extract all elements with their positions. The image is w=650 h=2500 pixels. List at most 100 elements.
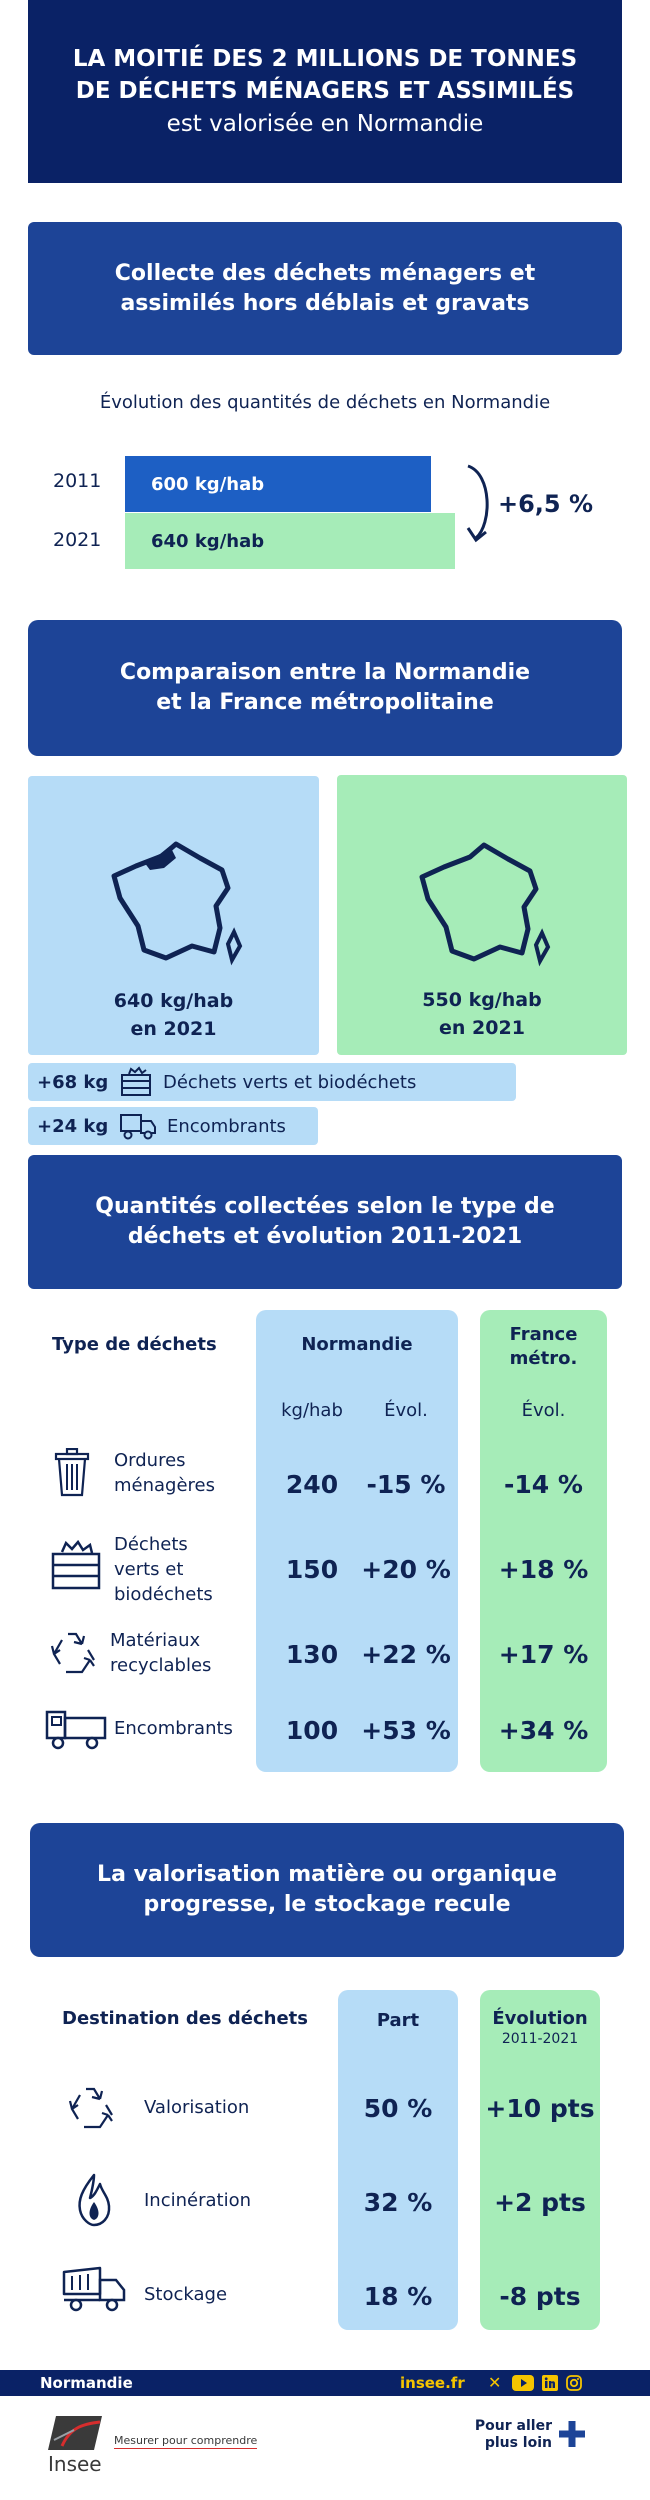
row-evol-ordures: -15 % [366, 1470, 446, 1499]
france-map-icon [419, 842, 551, 967]
diff-row-green-waste: +68 kg Déchets verts et biodéchets [28, 1063, 516, 1101]
title-line-3: est valorisée en Normandie [166, 110, 484, 137]
sub-evol-fr: Évol. [521, 1400, 566, 1421]
france-value-text: 550 kg/hab [422, 989, 542, 1011]
title-line-1: LA MOITIÉ DES 2 MILLIONS DE TONNES [72, 46, 578, 73]
instagram-icon[interactable] [566, 2375, 582, 2391]
dest-part-stockage: 18 % [363, 2282, 433, 2311]
france-column [480, 1310, 607, 1772]
col-dest-header: Destination des déchets [62, 2008, 308, 2029]
dest-part-incineration: 32 % [363, 2188, 433, 2217]
section3-header-line-2: déchets et évolution 2011-2021 [127, 1224, 523, 1249]
col-part-header: Part [376, 2010, 420, 2031]
col-france-header: France métro. [480, 1323, 607, 1372]
diff-label-bulky: Encombrants [167, 1115, 286, 1137]
recycle-icon [68, 2087, 113, 2129]
row-label-ordures-line-2: ménagères [114, 1475, 216, 1497]
section1-subtitle: Évolution des quantités de déchets en No… [99, 392, 551, 413]
row-label-green-waste: Déchets verts et biodéchets [114, 1532, 213, 1608]
dest-part-valorisation: 50 % [363, 2094, 433, 2123]
sub-kghab: kg/hab [281, 1400, 343, 1421]
curved-arrow-icon [466, 464, 489, 543]
trash-can-icon [54, 1448, 90, 1497]
normandie-value: 640 kg/hab en 2021 [28, 988, 319, 1043]
plus-icon[interactable] [558, 2420, 586, 2448]
insee-tagline: Mesurer pour comprendre [114, 2434, 258, 2449]
col-normandie-header: Normandie [301, 1334, 413, 1355]
bar-2011: 600 kg/hab [125, 456, 431, 512]
row-label-recyclables-line-2: recyclables [110, 1655, 212, 1677]
row-evol-fr-green-waste: +18 % [498, 1555, 589, 1584]
bar-2021: 640 kg/hab [125, 513, 455, 569]
section3-header: Quantités collectées selon le type de dé… [28, 1155, 622, 1289]
bar-2021-label: 640 kg/hab [151, 530, 265, 552]
france-card: 550 kg/hab en 2021 [337, 775, 627, 1055]
col-evol-header-sub: 2011-2021 [501, 2031, 579, 2047]
insee-logo-icon [48, 2416, 102, 2450]
row-evol-fr-bulky: +34 % [498, 1716, 589, 1745]
normandie-year-text: en 2021 [130, 1017, 217, 1040]
footer-region: Normandie [40, 2374, 133, 2392]
diff-amount-green-waste: +68 kg [37, 1071, 109, 1093]
section1-header-line-1: Collecte des déchets ménagers et [114, 260, 536, 286]
bar-2011-label: 600 kg/hab [151, 473, 265, 495]
row-label-green-waste-line-3: biodéchets [114, 1584, 213, 1606]
diff-label-green-waste: Déchets verts et biodéchets [163, 1071, 417, 1093]
normandie-card: 640 kg/hab en 2021 [28, 776, 319, 1055]
row-kghab-bulky: 100 [285, 1716, 339, 1745]
row-evol-recyclables: +22 % [361, 1640, 451, 1669]
row-label-green-waste-line-1: Déchets [114, 1534, 188, 1555]
france-value: 550 kg/hab en 2021 [337, 987, 627, 1042]
normandie-value-text: 640 kg/hab [113, 990, 234, 1012]
col-evol-header: Évolution 2011-2021 [480, 2008, 600, 2047]
green-waste-bin-icon [51, 1540, 101, 1590]
evolution-column [480, 1990, 600, 2330]
footer-bar: Normandie insee.fr ✕ [0, 2370, 650, 2396]
section4-header-line-1: La valorisation matière ou organique [97, 1862, 557, 1888]
year-2021: 2021 [53, 529, 102, 551]
row-evol-fr-ordures: -14 % [504, 1470, 583, 1499]
insee-logo-text: Insee [48, 2452, 102, 2476]
recycle-icon [50, 1632, 95, 1674]
col-type-header: Type de déchets [52, 1334, 217, 1355]
section1-header-line-2: assimilés hors déblais et gravats [120, 290, 530, 316]
row-label-bulky-line-1: Encombrants [114, 1718, 233, 1739]
normandie-column [256, 1310, 458, 1772]
section1-header: Collecte des déchets ménagers et assimil… [28, 222, 622, 355]
linkedin-icon[interactable] [542, 2375, 558, 2391]
section4-header-line-2: progresse, le stockage recule [143, 1892, 511, 1917]
section4-header: La valorisation matière ou organique pro… [30, 1823, 624, 1957]
year-2011: 2011 [53, 470, 102, 492]
dump-truck-icon [62, 2266, 126, 2312]
truck-icon [120, 1114, 156, 1140]
dest-label-incineration: Incinération [144, 2190, 252, 2211]
diff-amount-bulky: +24 kg [37, 1115, 109, 1137]
col-france-header-line-2: métro. [509, 1348, 578, 1370]
row-label-bulky: Encombrants [114, 1718, 233, 1739]
footer-site-link[interactable]: insee.fr [400, 2374, 465, 2392]
row-evol-fr-recyclables: +17 % [498, 1640, 589, 1669]
dest-label-stockage: Stockage [144, 2284, 228, 2305]
more-info-line-1: Pour aller [474, 2418, 552, 2434]
row-label-ordures: Ordures ménagères [114, 1448, 215, 1498]
more-info-link[interactable]: Pour aller plus loin [460, 2418, 552, 2452]
section2-header-line-2: et la France métropolitaine [156, 690, 494, 715]
section3-header-line-1: Quantités collectées selon le type de [95, 1194, 555, 1220]
row-evol-green-waste: +20 % [361, 1555, 451, 1584]
diff-row-bulky: +24 kg Encombrants [28, 1107, 318, 1145]
row-label-green-waste-line-2: verts et [114, 1559, 184, 1581]
col-france-header-line-1: France [509, 1324, 578, 1345]
france-year-text: en 2021 [439, 1016, 525, 1039]
dest-evol-stockage: -8 pts [499, 2282, 581, 2311]
part-column [338, 1990, 458, 2330]
row-label-ordures-line-1: Ordures [114, 1450, 186, 1471]
row-kghab-green-waste: 150 [285, 1555, 339, 1584]
youtube-icon[interactable] [512, 2375, 534, 2391]
section2-header: Comparaison entre la Normandie et la Fra… [28, 620, 622, 756]
dest-evol-incineration: +2 pts [494, 2188, 586, 2217]
evolution-value: +6,5 % [498, 490, 594, 518]
dest-label-valorisation: Valorisation [144, 2097, 250, 2118]
green-waste-bin-icon [121, 1066, 151, 1096]
row-label-recyclables: Matériaux recyclables [110, 1628, 211, 1678]
x-icon[interactable]: ✕ [488, 2373, 502, 2392]
